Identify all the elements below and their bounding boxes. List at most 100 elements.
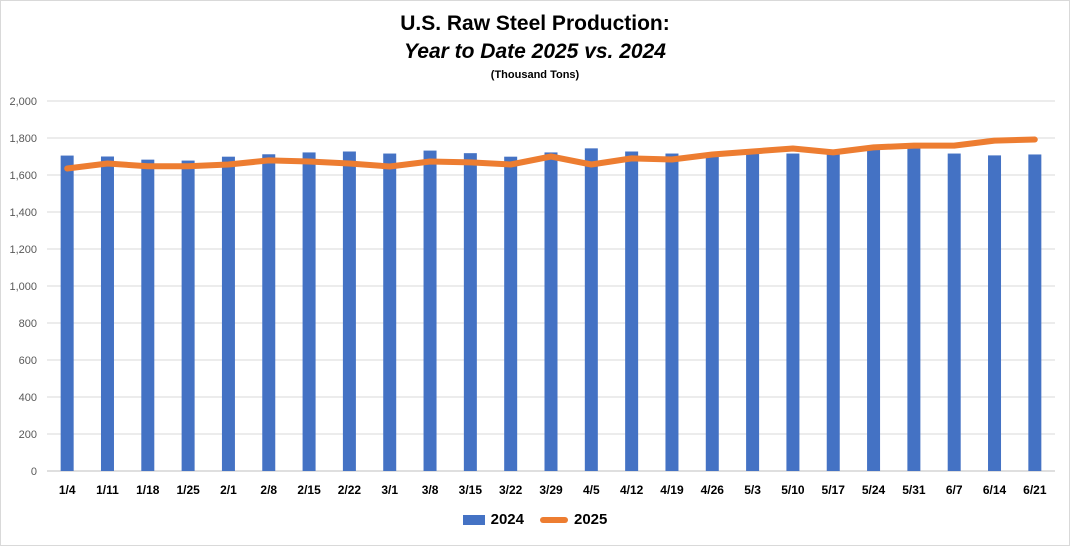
y-tick-label: 800 [19,318,37,330]
x-tick-label: 5/24 [862,483,886,497]
point-2025-2/22 [348,163,350,165]
chart-title-block: U.S. Raw Steel Production: Year to Date … [0,10,1070,84]
x-axis-ticks: 1/4 1/11 1/18 1/25 2/1 2/8 2/15 2/22 3/1 3/8 3/15 3… [59,483,1047,497]
chart-subtitle: Year to Date 2025 vs. 2024 [404,40,666,63]
x-tick-label: 1/25 [176,483,200,497]
point-2025-5/31 [913,145,915,147]
x-tick-label: 3/22 [499,483,523,497]
point-2025-3/15 [469,161,471,163]
chart-units-note: (Thousand Tons) [490,69,580,81]
x-tick-label: 5/31 [902,483,926,497]
bar-2024-4/19 [665,153,679,472]
x-tick-label: 6/21 [1023,483,1047,497]
point-2025-6/7 [953,145,955,147]
chart-title: U.S. Raw Steel Production: [400,12,670,35]
point-2025-5/17 [832,151,834,153]
legend-item-2025: 2025 [540,511,607,528]
x-tick-label: 2/1 [220,483,237,497]
bar-2024-1/18 [141,159,155,471]
point-2025-5/10 [792,148,794,150]
point-2025-6/21 [1034,138,1036,140]
point-2025-2/1 [227,163,229,165]
y-tick-label: 1,000 [9,281,37,293]
bar-2024-2/22 [342,151,356,471]
y-tick-label: 0 [31,466,37,478]
bar-2024-2/15 [302,152,316,471]
x-tick-label: 2/8 [260,483,277,497]
y-tick-label: 1,400 [9,207,37,219]
point-2025-3/22 [510,163,512,165]
bar-2024-4/26 [705,156,719,471]
y-tick-label: 600 [19,355,37,367]
legend-label-2025: 2025 [574,511,608,528]
x-tick-label: 4/26 [701,483,725,497]
bar-2024-3/29 [544,152,558,471]
bar-2024-3/1 [383,153,397,472]
point-2025-3/29 [550,156,552,157]
bar-2024-5/24 [867,149,881,471]
legend-item-2024: 2024 [462,511,524,528]
point-2025-5/24 [873,146,875,148]
point-2025-1/25 [187,165,189,167]
point-2025-2/8 [268,159,270,161]
point-2025-5/3 [752,151,754,153]
bar-2024-1/4 [60,155,74,471]
bar-2024-6/7 [947,153,961,472]
bars-2024 [60,147,1042,472]
bar-2024-6/14 [988,155,1002,471]
point-2025-6/14 [994,140,996,142]
y-tick-label: 1,600 [9,170,37,182]
point-2025-1/4 [66,168,68,170]
y-tick-label: 400 [19,392,37,404]
legend-label-2024: 2024 [490,511,524,528]
line-2025 [64,136,1038,172]
y-tick-label: 1,200 [9,244,37,256]
x-tick-label: 3/29 [539,483,563,497]
bar-2024-3/8 [423,150,437,471]
x-tick-label: 4/12 [620,483,644,497]
point-2025-1/18 [147,165,149,167]
bar-2024-3/15 [463,153,477,472]
y-tick-label: 200 [19,429,37,441]
x-tick-label: 5/3 [744,483,761,497]
point-2025-4/19 [671,158,673,160]
x-tick-label: 1/4 [59,483,76,497]
legend-swatch-line [540,516,568,523]
point-2025-4/26 [711,153,713,155]
bar-2024-1/25 [181,160,195,471]
point-2025-3/8 [429,160,431,162]
y-tick-label: 1,800 [9,133,37,145]
point-2025-4/5 [590,163,592,165]
legend: 2024 2025 [0,511,1070,528]
x-tick-label: 2/15 [297,483,321,497]
x-tick-label: 2/22 [338,483,362,497]
x-tick-label: 4/5 [583,483,600,497]
bar-2024-5/17 [826,153,840,472]
point-2025-4/12 [631,157,633,159]
bar-2024-3/22 [504,156,518,471]
y-axis-ticks: 0 200 400 600 800 1,000 1,200 1,400 1,600 1,800 2,… [9,96,37,478]
point-2025-3/1 [389,165,391,167]
bar-2024-4/12 [625,151,639,471]
bar-2024-2/8 [262,154,276,471]
legend-swatch-bar [462,514,485,525]
x-tick-label: 1/11 [96,483,119,497]
x-tick-label: 3/15 [459,483,483,497]
x-tick-label: 5/17 [822,483,846,497]
x-tick-label: 6/14 [983,483,1007,497]
x-tick-label: 6/7 [946,483,963,497]
bar-2024-6/21 [1028,154,1042,471]
bar-2024-5/3 [746,153,760,472]
x-tick-label: 5/10 [781,483,805,497]
point-2025-2/15 [308,160,310,162]
point-2025-1/11 [106,163,108,165]
y-tick-label: 2,000 [9,96,37,108]
x-tick-label: 3/8 [422,483,439,497]
bar-2024-2/1 [221,156,235,471]
x-tick-label: 3/1 [381,483,398,497]
x-tick-label: 4/19 [660,483,684,497]
x-tick-label: 1/18 [136,483,160,497]
bar-2024-5/31 [907,147,921,471]
